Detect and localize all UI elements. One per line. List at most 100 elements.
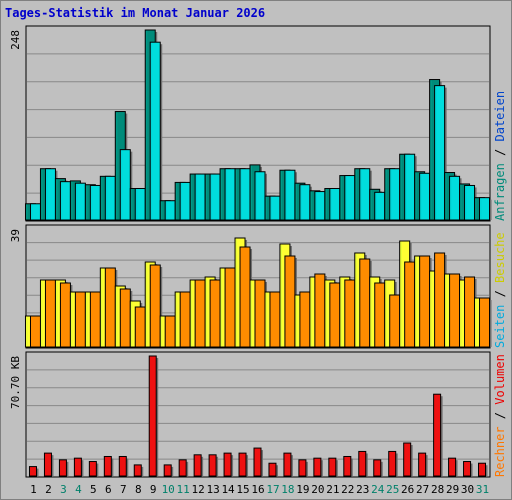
bar-volume-volumen (253, 447, 263, 477)
bar-volume-volumen (28, 466, 39, 477)
bar-requests-dateien (149, 41, 163, 221)
ymax-label-requests: 248 (9, 30, 22, 50)
bar-visits-besuche-face (239, 246, 251, 348)
bar-visits-besuche-face (119, 288, 131, 348)
bar-requests-dateien (119, 149, 133, 221)
bar-visits-besuche-face (344, 279, 356, 348)
x-tick-label: 5 (90, 483, 97, 496)
bar-volume-volumen (163, 464, 174, 477)
bar-volume-volumen-face (208, 454, 217, 477)
bar-volume-volumen (478, 462, 488, 477)
bar-volume-volumen (343, 455, 353, 477)
bar-requests-dateien-face (479, 197, 491, 221)
bar-visits-besuche-face (284, 255, 296, 348)
ymax-label-visits: 39 (9, 229, 22, 242)
bar-volume-volumen-face (433, 393, 442, 477)
bar-volume-volumen (268, 462, 278, 477)
bar-visits-besuche (149, 264, 163, 348)
bar-visits-besuche-face (329, 282, 341, 348)
legend-separator: / (493, 405, 507, 427)
bar-volume-volumen (373, 459, 383, 477)
bar-volume-volumen-face (133, 464, 142, 477)
bar-volume-volumen-face (268, 462, 277, 477)
bar-volume-volumen (388, 450, 398, 477)
x-tick-label: 3 (60, 483, 67, 496)
x-tick-label: 18 (281, 483, 294, 496)
bar-visits-besuche-face (59, 282, 71, 348)
bar-volume-volumen-face (343, 455, 352, 477)
legend-volume: Rechner / Volumen (493, 354, 507, 477)
bar-volume-volumen-face (103, 455, 112, 477)
x-tick-label: 4 (75, 483, 82, 496)
bar-visits-besuche-face (149, 264, 161, 348)
bar-volume-volumen (403, 442, 413, 477)
bar-volume-volumen (148, 355, 159, 477)
bar-volume-volumen-face (418, 452, 427, 477)
bar-volume-volumen (103, 455, 114, 477)
x-tick-label: 24 (371, 483, 385, 496)
x-tick-label: 25 (386, 483, 399, 496)
bar-requests-dateien-face (149, 41, 161, 221)
x-tick-label: 14 (221, 483, 235, 496)
bar-volume-volumen (178, 459, 189, 477)
bar-visits-besuche-face (224, 267, 236, 348)
x-tick-label: 16 (251, 483, 264, 496)
x-tick-label: 2 (45, 483, 52, 496)
x-tick-label: 20 (311, 483, 324, 496)
bar-volume-volumen (133, 464, 144, 477)
bar-visits-besuche-face (134, 306, 146, 348)
x-tick-label: 28 (431, 483, 444, 496)
x-tick-label: 15 (236, 483, 249, 496)
bar-volume-volumen (208, 454, 219, 477)
bar-volume-volumen-face (148, 355, 157, 477)
x-tick-label: 31 (476, 483, 489, 496)
bar-visits-besuche-face (314, 273, 326, 348)
bar-volume-volumen-face (313, 457, 322, 477)
bar-visits-besuche-face (404, 261, 416, 348)
bar-visits-besuche-face (104, 267, 116, 348)
bar-volume-volumen (223, 452, 234, 477)
bar-volume-volumen-face (193, 454, 202, 477)
x-tick-label: 21 (326, 483, 339, 496)
legend-dateien: Dateien (493, 91, 507, 142)
legend-separator: / (493, 142, 507, 164)
bar-volume-volumen-face (163, 464, 172, 477)
legend-seiten: Seiten (493, 305, 507, 348)
bar-requests-dateien (479, 197, 492, 221)
bar-visits-besuche-face (164, 315, 176, 348)
x-tick-label: 17 (266, 483, 279, 496)
bar-visits-besuche-face (29, 315, 41, 348)
bar-volume-volumen (463, 461, 473, 477)
x-tick-label: 10 (162, 483, 175, 496)
bar-visits-besuche-face (419, 255, 431, 348)
bar-volume-volumen-face (73, 457, 82, 477)
bar-volume-volumen-face (283, 452, 292, 477)
x-tick-label: 27 (416, 483, 429, 496)
bar-volume-volumen-face (43, 452, 52, 477)
x-tick-label: 19 (296, 483, 309, 496)
bar-visits-besuche-face (299, 291, 311, 348)
bar-volume-volumen (73, 457, 84, 477)
x-tick-label: 1 (30, 483, 37, 496)
bar-visits-besuche-face (179, 291, 191, 348)
bar-volume-volumen (283, 452, 293, 477)
bar-visits-besuche-face (269, 291, 281, 348)
bar-visits-besuche (479, 297, 492, 348)
chart-title: Tages-Statistik im Monat Januar 2026 (5, 6, 266, 20)
legend-volumen: Volumen (493, 354, 507, 405)
bar-volume-volumen (328, 457, 338, 477)
bar-volume-volumen-face (118, 455, 127, 477)
bar-volume-volumen (58, 459, 69, 477)
x-tick-label: 30 (461, 483, 474, 496)
bar-volume-volumen (358, 450, 368, 477)
bar-volume-volumen (118, 455, 129, 477)
bar-volume-volumen-face (88, 461, 97, 477)
x-tick-label: 22 (341, 483, 354, 496)
bar-volume-volumen-face (58, 459, 67, 477)
bar-volume-volumen (238, 452, 249, 477)
bar-volume-volumen (418, 452, 428, 477)
bar-volume-volumen (298, 459, 308, 477)
bar-volume-volumen-face (448, 457, 457, 477)
bar-volume-volumen-face (388, 450, 397, 477)
